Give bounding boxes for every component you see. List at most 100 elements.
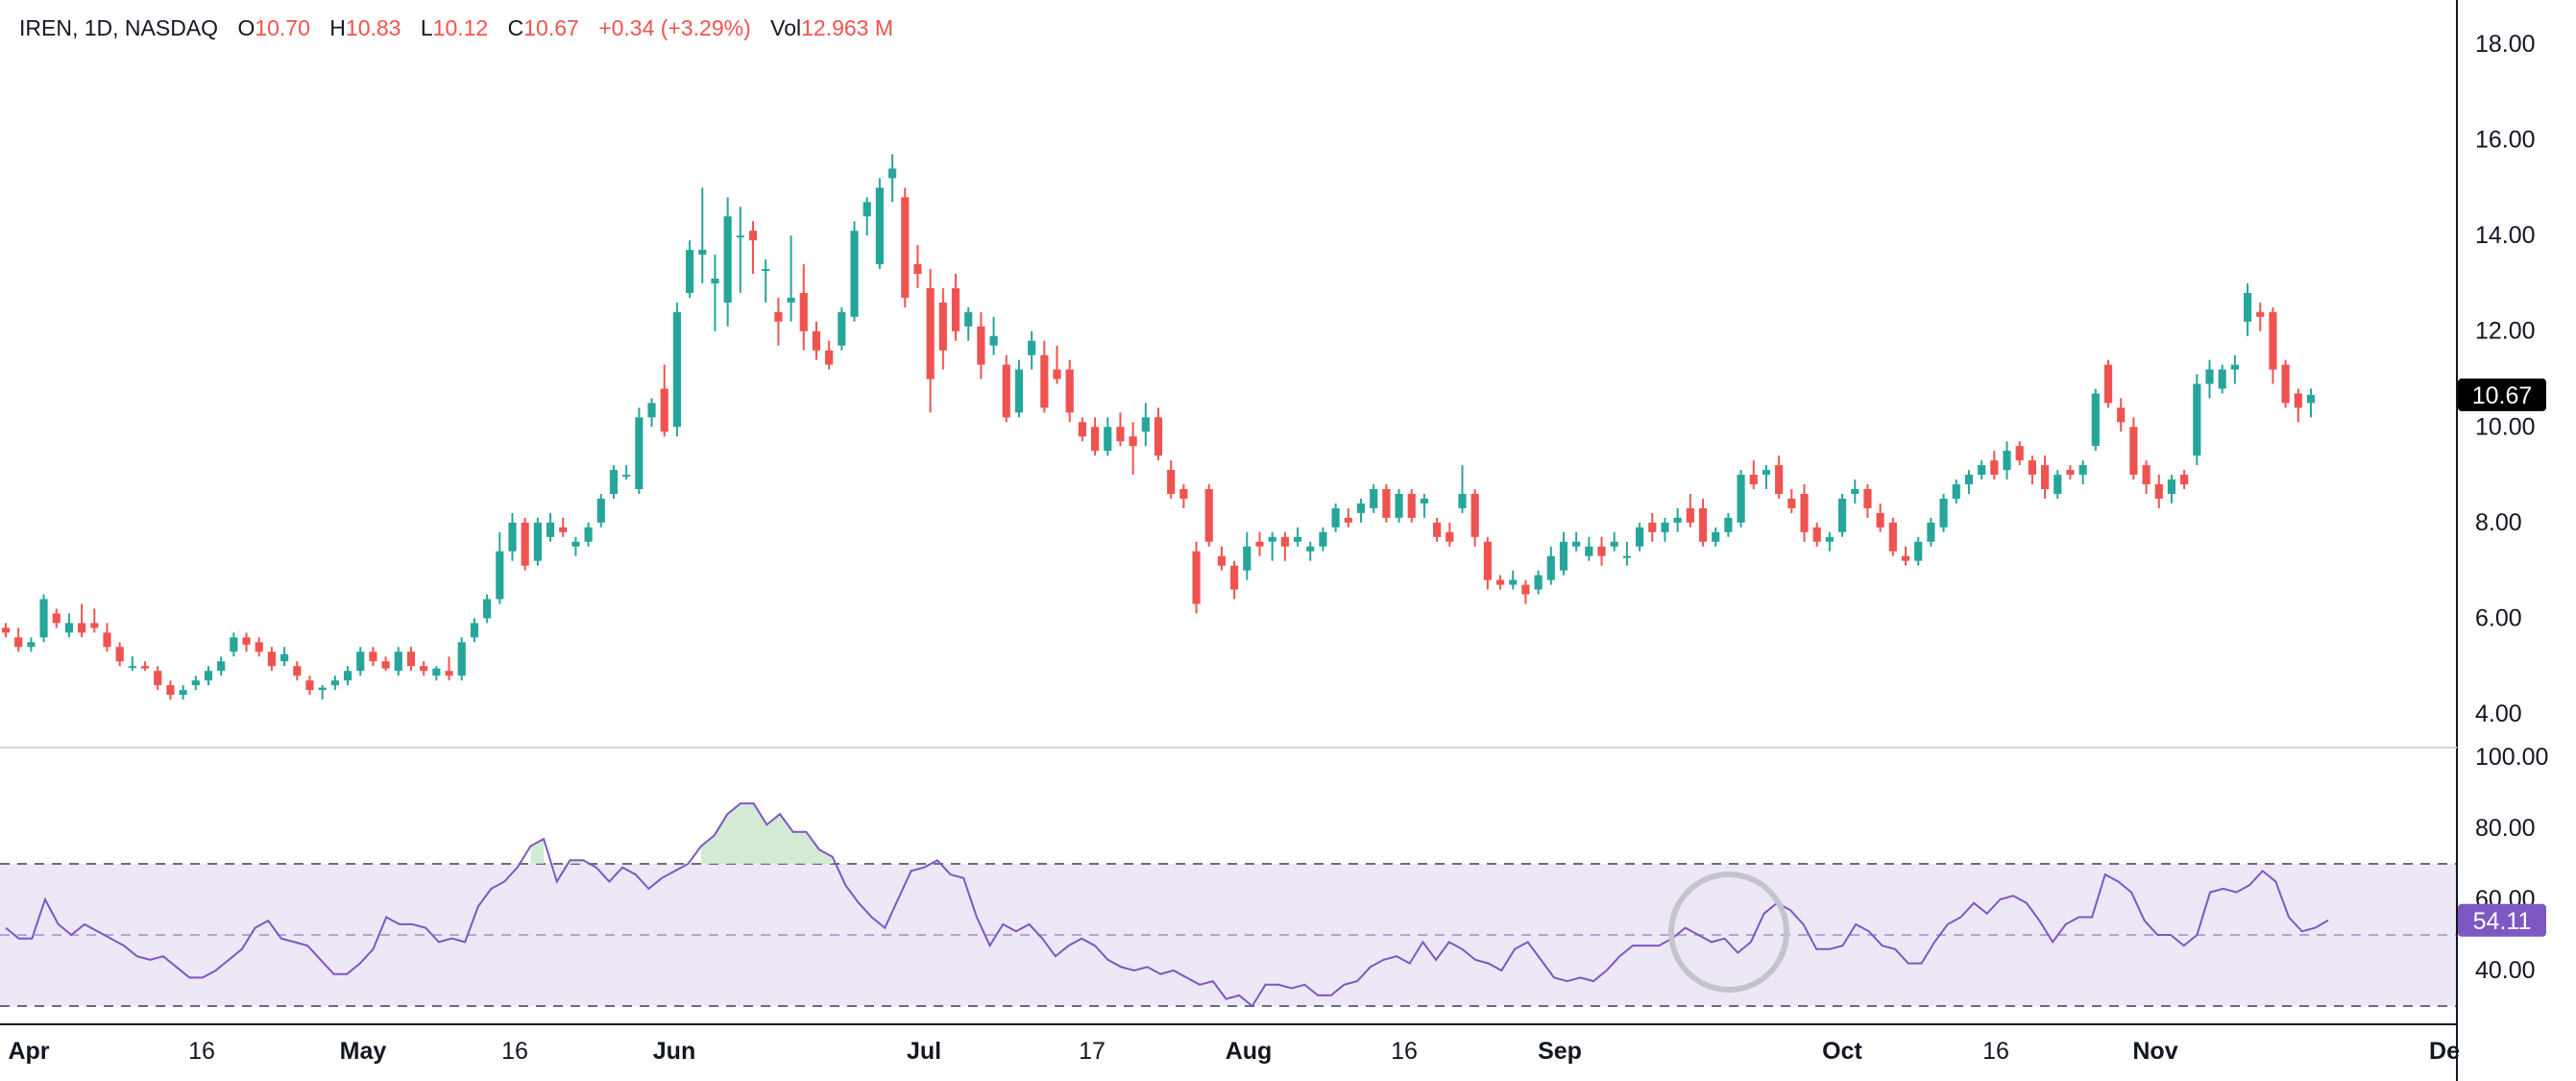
candle-body — [1483, 541, 1492, 580]
candle-body — [736, 235, 744, 238]
rsi-overbought-fill — [701, 803, 833, 864]
price-tick-label: 16.00 — [2475, 127, 2536, 154]
candle-body — [1509, 579, 1518, 585]
time-tick-label: 16 — [1982, 1038, 2009, 1065]
candle-body — [1876, 512, 1884, 528]
candle-body — [1090, 427, 1100, 452]
candle-body — [330, 680, 339, 686]
time-tick-label: 16 — [1391, 1038, 1418, 1065]
price-tick-label: 4.00 — [2475, 700, 2522, 727]
candle-body — [609, 470, 619, 494]
price-tick-label: 10.00 — [2475, 413, 2536, 440]
candle-body — [2230, 364, 2239, 370]
candle-body — [1825, 536, 1834, 542]
high-label: H — [329, 15, 346, 40]
rsi-value-label: 54.11 — [2473, 908, 2532, 935]
time-tick-label: 16 — [501, 1038, 528, 1065]
candle-body — [2154, 484, 2163, 499]
price-tick-label: 12.00 — [2475, 318, 2536, 345]
candle-body — [1344, 517, 1352, 523]
candle-body — [1952, 484, 1960, 499]
candle-body — [1331, 507, 1340, 528]
rsi-band-layer — [0, 863, 2457, 1007]
candle-body — [1306, 546, 1315, 552]
candle-body — [1370, 489, 1378, 508]
candle-body — [293, 666, 302, 676]
candle-body — [1065, 369, 1074, 413]
candle-body — [1104, 427, 1112, 452]
price-tick-label: 6.00 — [2475, 604, 2522, 631]
candle-body — [2306, 394, 2316, 404]
candle-body — [2243, 292, 2252, 322]
candle-body — [938, 302, 947, 351]
close-value: 10.67 — [523, 15, 579, 40]
candle-body — [1812, 527, 1821, 542]
candle-body — [2142, 465, 2151, 485]
candle-body — [1698, 507, 1708, 542]
candle-body — [913, 264, 922, 274]
candle-body — [230, 637, 238, 652]
candle-body — [1737, 475, 1745, 523]
candle-body — [2015, 446, 2024, 461]
candle-body — [838, 311, 846, 346]
candle-body — [1622, 555, 1631, 558]
candle-body — [1116, 427, 1125, 442]
candle-body — [1382, 489, 1391, 518]
candle-body — [267, 651, 277, 667]
candle-body — [1280, 536, 1289, 547]
candle-body — [672, 311, 681, 428]
rsi-tick-label: 40.00 — [2475, 957, 2536, 984]
candle-body — [686, 250, 694, 293]
candle-body — [2167, 479, 2176, 494]
time-tick-label: De — [2429, 1038, 2460, 1065]
candle-body — [255, 642, 263, 652]
candle-body — [596, 498, 605, 523]
candle-body — [2218, 369, 2226, 389]
low-label: L — [420, 15, 433, 40]
candle-body — [140, 666, 150, 669]
candle-body — [1293, 536, 1302, 542]
candle-body — [2180, 475, 2189, 485]
candle-body — [2103, 364, 2113, 404]
candle-body — [964, 311, 973, 327]
candle-body — [1141, 417, 1150, 432]
rsi-value-badge — [2458, 903, 2546, 937]
high-value: 10.83 — [345, 15, 401, 40]
symbol-label[interactable]: IREN, 1D, NASDAQ — [19, 15, 219, 40]
last-price-badge — [2458, 378, 2546, 411]
rsi-line — [5, 802, 2329, 1008]
candle-body — [1610, 541, 1618, 547]
candle-body — [2205, 369, 2214, 384]
candle-body — [571, 541, 580, 547]
candle-body — [2054, 475, 2062, 494]
candle-body — [1078, 422, 1086, 437]
candle-body — [1838, 498, 1847, 532]
candle-body — [559, 527, 568, 532]
candle-body — [1800, 493, 1809, 532]
candle-body — [2003, 451, 2011, 471]
candle-body — [1939, 498, 1948, 528]
candle-body — [1648, 522, 1657, 532]
candle-body — [584, 527, 593, 542]
candle-body — [242, 637, 251, 645]
candle-body — [546, 522, 555, 537]
candle-body — [1458, 493, 1467, 508]
candle-body — [179, 690, 187, 696]
candle-body — [1559, 541, 1568, 571]
close-label: C — [507, 15, 524, 40]
candle-body — [1395, 493, 1403, 518]
candle-body — [1433, 522, 1442, 537]
candle-body — [457, 642, 466, 676]
candle-body — [496, 551, 504, 600]
candle-body — [1914, 541, 1923, 561]
candle-body — [825, 350, 834, 365]
candle-body — [154, 671, 162, 686]
candle-body — [90, 623, 99, 628]
candle-body — [508, 522, 517, 552]
candle-body — [1028, 340, 1036, 356]
candle-body — [1990, 460, 1999, 476]
candle-body — [1585, 546, 1593, 556]
candle-body — [533, 522, 542, 561]
candle-body — [1495, 579, 1505, 585]
